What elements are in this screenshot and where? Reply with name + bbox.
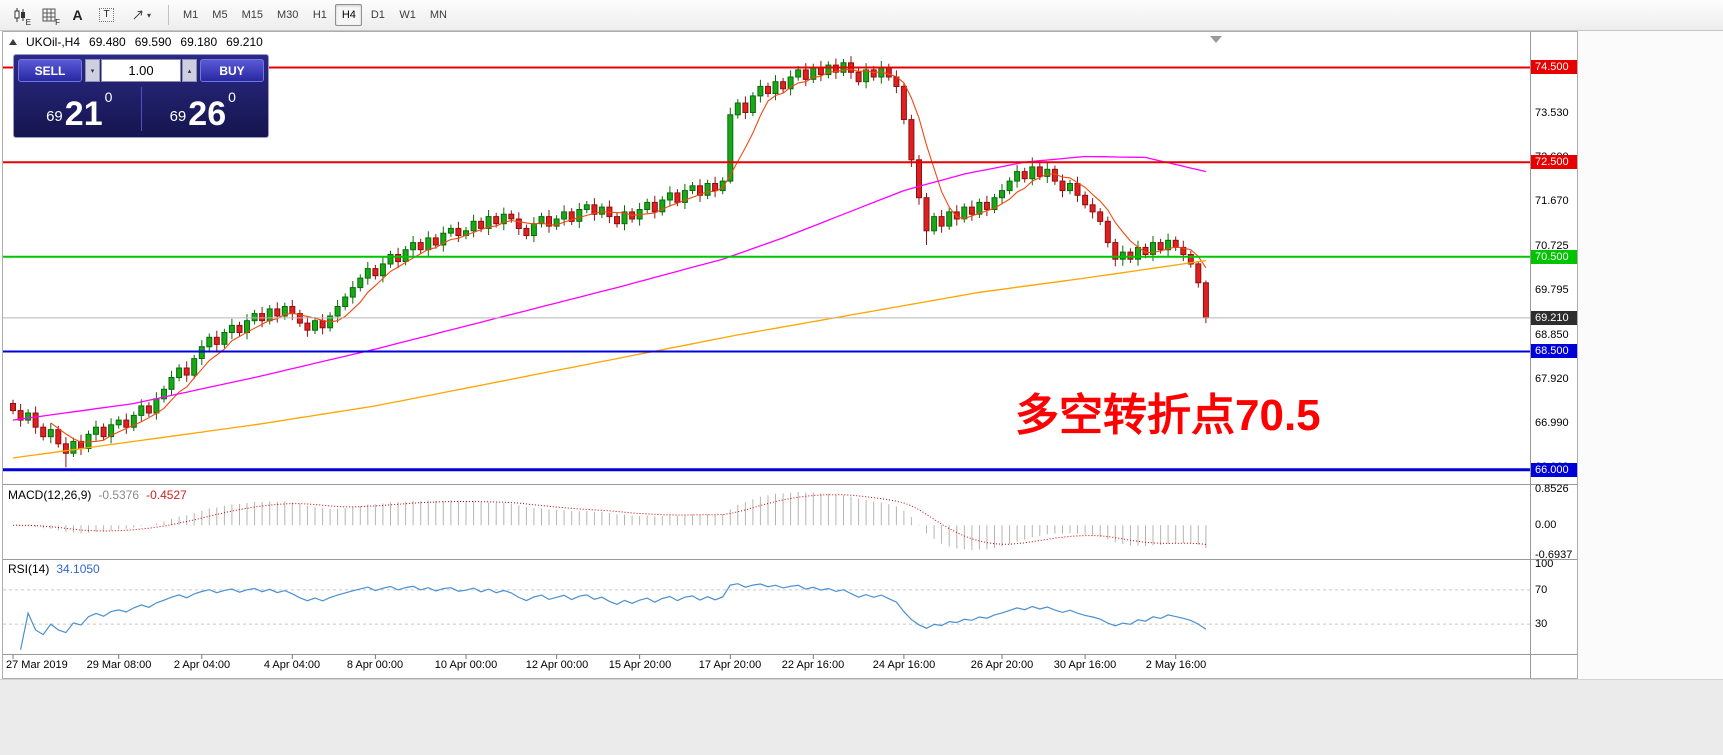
bid-pips: 21 <box>64 95 103 134</box>
bid-pipette: 0 <box>104 89 113 105</box>
arrows-dropdown-button[interactable]: ▾ <box>122 3 160 27</box>
toolbar-separator <box>168 5 169 25</box>
text-tool-button[interactable]: A <box>64 3 91 27</box>
pane-borders <box>3 32 1577 678</box>
candlestick-icon <box>14 8 25 22</box>
text-tool-label: A <box>72 7 83 23</box>
indicators-button[interactable]: F <box>35 3 62 27</box>
buy-button[interactable]: BUY <box>200 59 264 82</box>
candles-layer <box>10 56 1209 468</box>
chart-annotation-text[interactable]: 多空转折点70.5 <box>1015 391 1321 440</box>
timeframe-d1[interactable]: D1 <box>364 4 391 26</box>
chevron-down-icon: ▾ <box>146 10 151 20</box>
candlestick-chart-button[interactable]: E <box>6 3 33 27</box>
timeframe-m5[interactable]: M5 <box>206 4 233 26</box>
volume-decrease-button[interactable]: ▾ <box>85 59 100 82</box>
ma-slow-line <box>12 259 1206 459</box>
rsi-level-lines <box>3 589 1530 625</box>
sell-button[interactable]: SELL <box>18 59 82 82</box>
workspace-empty-area <box>1578 31 1723 679</box>
text-label-tool-label: T <box>99 8 114 22</box>
ma-medium-line <box>12 155 1207 421</box>
chart-window[interactable]: UKOil-,H4 69.480 69.590 69.180 69.210 SE… <box>2 31 1578 679</box>
timeframe-m1[interactable]: M1 <box>177 4 204 26</box>
price-divider <box>140 87 142 131</box>
macd-histogram <box>20 492 1207 551</box>
timeframe-m30[interactable]: M30 <box>271 4 304 26</box>
timeframe-h4[interactable]: H4 <box>335 4 363 26</box>
arrow-tool-icon <box>133 10 143 20</box>
text-label-tool-button[interactable]: T <box>93 3 120 27</box>
timeframe-group: M1 M5 M15 M30 H1 H4 D1 W1 MN <box>176 4 454 26</box>
indicators-button-sub-label: F <box>55 18 60 27</box>
volume-increase-button[interactable]: ▴ <box>182 59 197 82</box>
main-toolbar: E F A T ▾ M1 M5 M15 M30 H1 H4 D1 W1 MN <box>0 0 1723 31</box>
timeframe-h1[interactable]: H1 <box>306 4 333 26</box>
timeframe-mn[interactable]: MN <box>424 4 453 26</box>
ask-price[interactable]: 69 26 0 <box>142 85 265 133</box>
timeframe-m15[interactable]: M15 <box>236 4 269 26</box>
grid-icon <box>42 8 55 22</box>
volume-control: ▾ ▴ <box>85 59 197 82</box>
rsi-line <box>20 583 1207 650</box>
bottom-strip <box>0 679 1723 755</box>
volume-input[interactable] <box>101 59 181 82</box>
timeframe-w1[interactable]: W1 <box>393 4 422 26</box>
ask-pipette: 0 <box>228 89 236 105</box>
candlestick-button-sub-label: E <box>25 18 31 27</box>
ask-base: 69 <box>169 108 187 125</box>
ma-fast-line <box>50 68 1207 443</box>
chart-canvas[interactable] <box>3 32 1577 678</box>
chart-shift-marker <box>1210 36 1222 43</box>
bid-price[interactable]: 69 21 0 <box>18 85 141 133</box>
bid-base: 69 <box>46 108 63 125</box>
ask-pips: 26 <box>188 95 227 134</box>
